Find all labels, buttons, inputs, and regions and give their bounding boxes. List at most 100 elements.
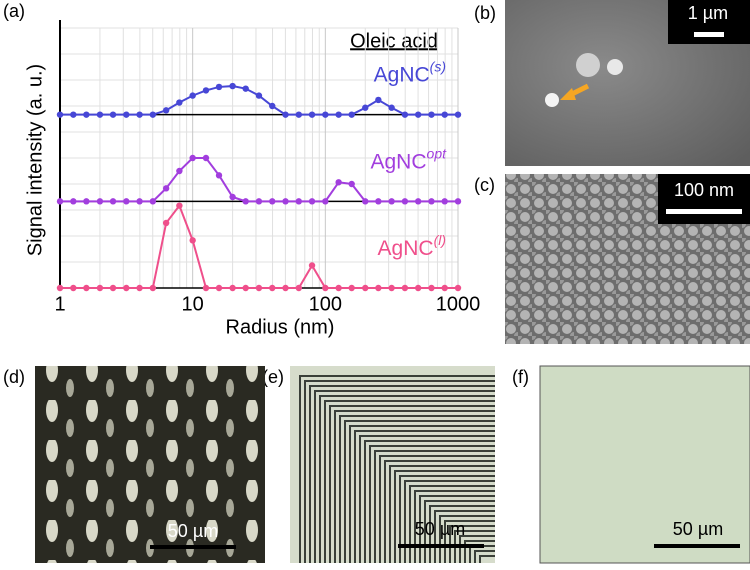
data-point — [123, 198, 130, 205]
data-point — [70, 284, 77, 292]
stripe — [449, 525, 495, 563]
panel-label: (d) — [3, 367, 25, 387]
panel-label: (f) — [512, 367, 529, 387]
particle — [545, 93, 559, 107]
data-point — [335, 179, 342, 186]
data-point — [123, 284, 130, 292]
data-point — [70, 198, 77, 205]
panel-label: (a) — [3, 1, 25, 21]
scale-label: 50 µm — [415, 519, 465, 539]
scale-bar — [150, 545, 236, 549]
scale-bar — [398, 544, 484, 548]
data-point — [295, 198, 303, 205]
scale-bar — [694, 32, 724, 37]
stripe — [459, 535, 495, 563]
data-point — [229, 193, 236, 201]
stripe — [324, 400, 495, 563]
data-point — [255, 92, 263, 99]
data-point — [388, 104, 395, 111]
data-point — [401, 284, 409, 292]
stripe — [454, 530, 495, 563]
arrow-head — [560, 88, 576, 100]
data-point — [109, 284, 117, 292]
scale-label: 50 µm — [168, 521, 218, 541]
data-point — [109, 198, 117, 205]
scale-bar — [654, 544, 740, 548]
data-point — [401, 198, 409, 205]
series-superscript: (s) — [430, 58, 446, 74]
data-point — [242, 284, 249, 292]
data-point — [322, 198, 329, 205]
data-point — [162, 185, 170, 192]
stripe — [359, 435, 495, 563]
stripe — [379, 455, 495, 563]
data-point — [414, 284, 422, 292]
data-point — [255, 198, 263, 205]
series-superscript: (l) — [434, 232, 446, 248]
stripe — [349, 425, 495, 563]
stripe — [319, 395, 495, 563]
data-point — [414, 198, 422, 205]
stripe — [444, 520, 495, 563]
data-point — [229, 82, 236, 90]
data-point — [362, 284, 369, 292]
data-point — [282, 111, 289, 118]
stripe — [304, 380, 495, 563]
data-point — [149, 111, 157, 118]
data-point — [96, 284, 104, 292]
stripe — [314, 390, 495, 563]
stripe — [309, 385, 495, 563]
scale-label: 1 µm — [688, 3, 728, 23]
data-point — [322, 284, 329, 292]
legend-label: AgNCopt — [371, 145, 448, 173]
data-point — [136, 284, 143, 292]
data-point — [242, 85, 249, 92]
y-axis-label: Signal intensity (a. u.) — [24, 64, 46, 256]
data-point — [388, 198, 395, 205]
panel-label: (e) — [262, 367, 284, 387]
stripe — [389, 465, 495, 563]
data-point — [189, 92, 196, 99]
stripe — [409, 485, 495, 563]
data-point — [348, 284, 355, 292]
series-name: AgNC — [374, 63, 430, 86]
data-point — [308, 198, 316, 205]
stripe — [479, 555, 495, 563]
data-point — [388, 284, 395, 292]
data-point — [189, 237, 196, 244]
data-point — [162, 219, 170, 227]
data-point — [176, 167, 183, 175]
data-point — [335, 111, 342, 118]
stripe — [334, 410, 495, 563]
data-point — [282, 284, 289, 292]
data-point — [56, 284, 64, 292]
series-name: AgNC — [371, 150, 427, 173]
data-point — [441, 198, 448, 205]
data-point — [441, 284, 448, 292]
stripe — [404, 480, 495, 563]
data-point — [70, 111, 77, 118]
data-point — [454, 111, 462, 118]
data-point — [83, 198, 90, 205]
data-point — [441, 111, 448, 118]
optical-image — [539, 365, 750, 564]
data-point — [202, 154, 210, 162]
data-point — [215, 83, 223, 91]
data-point — [83, 111, 90, 118]
stripe — [369, 445, 495, 563]
legend-label: AgNC(s) — [374, 58, 446, 86]
stripe — [414, 490, 495, 563]
optical-image — [35, 366, 265, 563]
data-point — [362, 104, 369, 111]
data-point — [348, 111, 355, 118]
stripe — [374, 450, 495, 563]
data-point — [136, 198, 143, 205]
data-point — [56, 198, 64, 205]
stripe — [329, 405, 495, 563]
scale-bar — [666, 209, 742, 214]
data-point — [96, 198, 104, 205]
data-point — [282, 198, 289, 205]
data-point — [202, 284, 210, 292]
data-point — [414, 111, 422, 118]
